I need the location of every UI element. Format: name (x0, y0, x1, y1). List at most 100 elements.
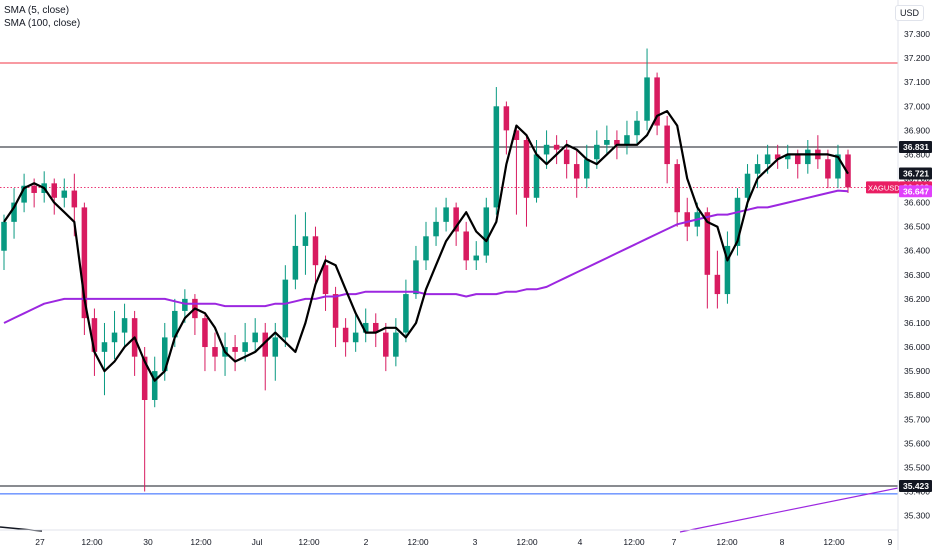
candle-body[interactable] (684, 212, 691, 227)
candle-body[interactable] (242, 342, 248, 352)
candle-body[interactable] (583, 159, 590, 179)
y-tick-label: 35.300 (904, 511, 930, 521)
symbol-tag-box (866, 181, 899, 194)
candle-body[interactable] (403, 294, 409, 333)
candle-body[interactable] (674, 164, 680, 213)
candle-body[interactable] (1, 221, 7, 251)
candle-body[interactable] (232, 347, 238, 352)
candle-body[interactable] (774, 154, 781, 160)
candle-body[interactable] (533, 154, 540, 198)
candle-body[interactable] (71, 190, 78, 208)
y-tick-label: 37.300 (904, 29, 930, 39)
candle-body[interactable] (704, 212, 711, 275)
x-tick-label: 30 (143, 537, 153, 547)
candle-body[interactable] (161, 337, 168, 372)
y-tick-label: 36.600 (904, 198, 930, 208)
candle-body[interactable] (604, 140, 610, 145)
candle-body[interactable] (332, 294, 339, 328)
candle-body[interactable] (794, 154, 801, 165)
candle-body[interactable] (483, 207, 490, 256)
candle-body[interactable] (644, 77, 650, 121)
price-label-box (899, 185, 932, 198)
candle-body[interactable] (453, 207, 459, 232)
candle-body[interactable] (423, 236, 429, 261)
candle-body[interactable] (734, 197, 741, 246)
candle-body[interactable] (724, 245, 731, 295)
x-tick-label: 12:00 (623, 537, 645, 547)
candle-body[interactable] (383, 332, 389, 357)
candle-body[interactable] (784, 154, 791, 160)
candle-body[interactable] (594, 144, 600, 160)
candle-body[interactable] (493, 106, 500, 208)
candle-body[interactable] (503, 106, 510, 131)
candle-body[interactable] (151, 371, 158, 400)
candle-body[interactable] (433, 221, 439, 237)
candle-body[interactable] (835, 154, 841, 179)
candle-body[interactable] (252, 332, 258, 343)
candle-body[interactable] (714, 274, 721, 295)
currency-button[interactable]: USD (894, 5, 924, 21)
candle-body[interactable] (805, 149, 811, 165)
y-tick-label: 37.100 (904, 77, 930, 87)
candle-body[interactable] (61, 190, 68, 198)
candle-body[interactable] (664, 125, 670, 165)
candle-body[interactable] (553, 144, 560, 150)
candle-body[interactable] (81, 207, 88, 319)
y-tick-label: 35.900 (904, 366, 930, 376)
candle-body[interactable] (172, 310, 178, 338)
candle-body[interactable] (543, 144, 550, 155)
candle-body[interactable] (845, 154, 851, 188)
candle-body[interactable] (182, 298, 188, 311)
candle-body[interactable] (202, 318, 208, 348)
candle-body[interactable] (101, 342, 108, 352)
candle-body[interactable] (302, 236, 309, 246)
trendline-purple[interactable] (679, 487, 899, 533)
candle-body[interactable] (141, 356, 148, 400)
candle-body[interactable] (754, 164, 761, 174)
legend-sma100: SMA (100, close) (4, 18, 81, 29)
candle-body[interactable] (272, 337, 279, 357)
candle-body[interactable] (51, 183, 58, 198)
candle-body[interactable] (513, 130, 520, 140)
candle-body[interactable] (744, 173, 751, 198)
candle-body[interactable] (473, 255, 480, 261)
candle-body[interactable] (11, 202, 17, 222)
price-label-text: 36.831 (903, 142, 929, 152)
candle-body[interactable] (282, 279, 289, 338)
y-tick-label: 36.000 (904, 342, 930, 352)
candle-body[interactable] (212, 347, 218, 357)
candle-body[interactable] (342, 327, 349, 343)
y-tick-label: 36.800 (904, 149, 930, 159)
candle-body[interactable] (764, 154, 771, 165)
legend-sma5: SMA (5, close) (4, 5, 70, 16)
candle-body[interactable] (31, 185, 37, 193)
candle-body[interactable] (372, 322, 379, 333)
candle-body[interactable] (111, 332, 118, 343)
candle-body[interactable] (322, 265, 329, 295)
candle-body[interactable] (292, 245, 299, 280)
candle-body[interactable] (91, 318, 98, 352)
candle-body[interactable] (624, 135, 630, 145)
candle-body[interactable] (573, 164, 580, 179)
candle-body[interactable] (262, 332, 269, 357)
price-label-text: 35.423 (903, 481, 929, 491)
candle-body[interactable] (443, 207, 449, 222)
candle-body[interactable] (463, 231, 469, 261)
candle-body[interactable] (312, 236, 319, 266)
x-tick-label: 7 (672, 537, 677, 547)
candle-body[interactable] (523, 140, 530, 198)
candle-body[interactable] (21, 185, 27, 203)
candle-body[interactable] (362, 322, 369, 333)
candle-body[interactable] (121, 318, 128, 333)
candle-body[interactable] (563, 149, 570, 165)
candle-body[interactable] (413, 260, 419, 295)
candle-body[interactable] (352, 332, 359, 343)
candle-body[interactable] (825, 159, 831, 179)
y-tick-label: 36.900 (904, 125, 930, 135)
candle-body[interactable] (614, 140, 620, 145)
candle-body[interactable] (634, 120, 640, 136)
candle-body[interactable] (654, 77, 660, 126)
candle-body[interactable] (393, 332, 399, 357)
